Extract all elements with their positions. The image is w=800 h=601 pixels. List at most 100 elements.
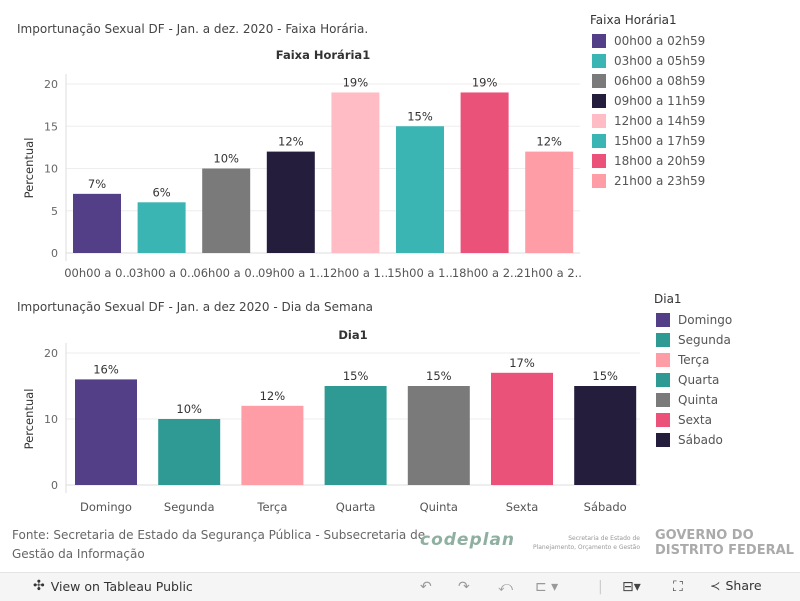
legend-item[interactable]: 21h00 a 23h59 [592, 171, 705, 191]
x-tick-label: Terça [256, 500, 287, 514]
source-line-1: Fonte: Secretaria de Estado da Segurança… [12, 528, 426, 542]
data-label: 7% [88, 177, 106, 191]
data-label: 10% [213, 152, 239, 166]
view-on-tableau-label: View on Tableau Public [50, 578, 193, 594]
legend-item[interactable]: 03h00 a 05h59 [592, 51, 705, 71]
view-on-tableau-button[interactable]: ✣ View on Tableau Public [33, 578, 193, 594]
legend-item[interactable]: Quinta [656, 390, 732, 410]
x-tick-label: 21h00 a 2.. [516, 266, 582, 280]
x-tick-label: 06h00 a 0.. [193, 266, 259, 280]
data-label: 10% [176, 402, 202, 416]
chart2-plot: 0 10 20 Percentual 16% Domingo 10% Segunda 12% Te… [22, 343, 640, 514]
revert-icon[interactable]: ⤺ [498, 579, 513, 595]
bar-00h00 a 0.. [73, 193, 121, 253]
bar-09h00 a 1.. [266, 151, 315, 253]
data-label: 15% [426, 369, 452, 383]
legend-item[interactable]: Sexta [656, 410, 732, 430]
share-label: Share [725, 578, 762, 593]
bar-Terça [241, 405, 304, 485]
bar-Domingo [75, 379, 137, 485]
data-label: 19% [343, 75, 369, 89]
legend2: Domingo Segunda Terça Quarta Quinta Sexta Sába… [656, 310, 732, 450]
legend-label: 18h00 a 20h59 [614, 154, 706, 168]
legend-item[interactable]: Terça [656, 350, 732, 370]
legend-swatch [592, 34, 606, 48]
x-tick-label: 09h00 a 1.. [258, 266, 324, 280]
undo-icon[interactable]: ↶ [420, 579, 432, 595]
legend-swatch [656, 333, 670, 347]
legend-swatch [656, 393, 670, 407]
x-tick-label: Domingo [80, 500, 132, 514]
toolbar-divider: | [598, 579, 603, 595]
x-tick-label: 03h00 a 0.. [129, 266, 195, 280]
legend-item[interactable]: Domingo [656, 310, 732, 330]
data-label: 15% [343, 369, 369, 383]
bar-Segunda [158, 419, 221, 485]
fullscreen-icon[interactable]: ⛶ [673, 579, 683, 595]
legend-swatch [592, 154, 606, 168]
share-button[interactable]: ≺ Share [710, 578, 762, 593]
codeplan-logo: codeplan [420, 530, 516, 550]
share-icon: ≺ [710, 578, 721, 593]
legend-label: Sexta [678, 413, 712, 427]
legend-item[interactable]: 18h00 a 20h59 [592, 151, 705, 171]
y-tick-label: 0 [51, 247, 58, 260]
legend-swatch [656, 353, 670, 367]
source-line-2: Gestão da Informação [12, 547, 145, 561]
legend-swatch [592, 134, 606, 148]
chart1-plot: 0 5 10 15 20 Percentual 7% 00h00 a 0.. 6% 03h00 a… [22, 74, 582, 280]
bar-Sexta [491, 372, 553, 485]
legend-swatch [656, 373, 670, 387]
chart1-subtitle: Faixa Horária1 [275, 48, 371, 62]
legend-item[interactable]: Segunda [656, 330, 732, 350]
data-label: 15% [592, 369, 618, 383]
legend-item[interactable]: 06h00 a 08h59 [592, 71, 705, 91]
legend-swatch [592, 94, 606, 108]
legend-item[interactable]: 00h00 a 02h59 [592, 31, 705, 51]
legend-swatch [656, 313, 670, 327]
legend-label: 00h00 a 02h59 [614, 34, 706, 48]
gdf-logo-line2: DISTRITO FEDERAL [655, 543, 794, 558]
x-tick-label: 00h00 a 0.. [64, 266, 130, 280]
legend-item[interactable]: Quarta [656, 370, 732, 390]
data-label: 6% [152, 185, 170, 199]
bar-18h00 a 2.. [460, 92, 509, 253]
legend-swatch [592, 174, 606, 188]
bar-Quinta [407, 386, 470, 485]
x-tick-label: Quinta [420, 500, 458, 514]
data-label: 16% [93, 362, 119, 376]
data-label: 12% [536, 135, 562, 149]
legend-label: 03h00 a 05h59 [614, 54, 706, 68]
chart2-title: Importunação Sexual DF - Jan. a dez 2020… [17, 300, 374, 314]
bar-Sábado [574, 386, 637, 485]
y-tick-label: 0 [51, 479, 58, 492]
x-tick-label: 18h00 a 2.. [452, 266, 518, 280]
legend-label: Sábado [678, 433, 723, 447]
legend-label: Quarta [678, 373, 720, 387]
legend-swatch [592, 114, 606, 128]
legend-label: Domingo [678, 313, 733, 327]
y-tick-label: 5 [51, 205, 58, 218]
bar-03h00 a 0.. [137, 202, 186, 253]
legend-swatch [592, 74, 606, 88]
x-tick-label: 12h00 a 1.. [323, 266, 389, 280]
legend-item[interactable]: 12h00 a 14h59 [592, 111, 705, 131]
legend-label: 21h00 a 23h59 [614, 174, 706, 188]
legend-label: Quinta [678, 393, 719, 407]
download-icon[interactable]: ⊟▾ [622, 579, 641, 595]
legend-label: 09h00 a 11h59 [614, 94, 706, 108]
toolbar: ✣ View on Tableau Public ↶ ↷ ⤺ ⊏ ▾ | ⊟▾ … [0, 572, 800, 601]
legend-item[interactable]: Sábado [656, 430, 732, 450]
legend-item[interactable]: 09h00 a 11h59 [592, 91, 705, 111]
redo-icon[interactable]: ↷ [458, 579, 470, 595]
legend-swatch [656, 433, 670, 447]
legend2-title: Dia1 [654, 292, 682, 306]
chart2-subtitle: Dia1 [338, 328, 368, 342]
refresh-icon[interactable]: ⊏ ▾ [535, 579, 559, 595]
data-label: 15% [407, 109, 433, 123]
y-tick-label: 20 [44, 78, 58, 91]
tableau-icon: ✣ [33, 578, 45, 594]
legend-item[interactable]: 15h00 a 17h59 [592, 131, 705, 151]
secretaria-logo: Secretaria de Estado de Planejamento, Or… [532, 535, 640, 551]
legend-label: Segunda [678, 333, 731, 347]
